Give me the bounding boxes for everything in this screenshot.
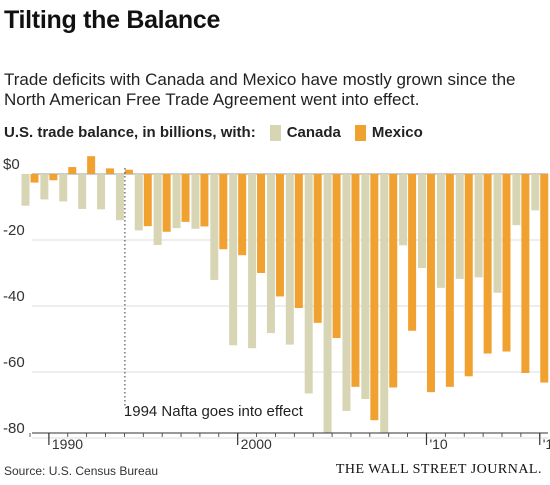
bar-canada: [474, 174, 483, 278]
bar-mexico: [408, 174, 417, 331]
bar-canada: [172, 174, 181, 229]
bar-canada: [78, 174, 87, 209]
x-tick-label: 2000: [241, 436, 272, 452]
bar-mexico: [87, 156, 96, 174]
bar-mexico: [219, 174, 228, 250]
y-tick-label: -20: [3, 222, 25, 239]
chart-subtitle: Trade deficits with Canada and Mexico ha…: [4, 70, 516, 109]
legend-swatch-mexico: [354, 124, 366, 141]
bar-canada: [417, 174, 426, 269]
bar-mexico: [426, 174, 435, 393]
bar-canada: [285, 174, 294, 345]
bar-mexico: [124, 169, 133, 174]
x-tick-label: '10: [429, 436, 447, 452]
bar-canada: [436, 174, 445, 288]
legend-item-canada: Canada: [269, 124, 341, 141]
bar-canada: [191, 174, 200, 229]
bar-mexico: [30, 174, 39, 183]
bar-canada: [304, 174, 313, 394]
x-tick-label: '16: [543, 436, 550, 452]
bar-canada: [323, 174, 332, 434]
legend-text-canada: Canada: [286, 124, 341, 141]
bar-mexico: [68, 167, 77, 174]
bar-mexico: [106, 168, 115, 174]
y-tick-label: -40: [3, 288, 25, 305]
bar-mexico: [332, 174, 341, 339]
bar-canada: [210, 174, 219, 280]
bar-canada: [59, 174, 68, 202]
bar-canada: [153, 174, 162, 245]
bar-mexico: [143, 174, 152, 227]
source-note: Source: U.S. Census Bureau: [4, 464, 159, 478]
bar-mexico: [294, 174, 303, 308]
legend-swatch-canada: [269, 124, 281, 141]
legend-label: U.S. trade balance, in billions, with:: [4, 124, 256, 141]
bar-canada: [380, 174, 389, 433]
y-tick-label: -60: [3, 354, 25, 371]
bar-canada: [361, 174, 370, 400]
bar-mexico: [313, 174, 322, 323]
bar-mexico: [389, 174, 398, 388]
bar-mexico: [540, 174, 549, 383]
annotation-label: 1994 Nafta goes into effect: [124, 403, 304, 420]
bar-canada: [40, 174, 49, 200]
bar-canada: [342, 174, 351, 411]
bar-mexico: [370, 174, 379, 421]
bar-canada: [115, 174, 124, 221]
bar-canada: [493, 174, 502, 293]
bar-mexico: [464, 174, 473, 377]
bar-canada: [455, 174, 464, 279]
bar-canada: [21, 174, 30, 206]
y-tick-label: -80: [3, 420, 25, 437]
bar-mexico: [445, 174, 454, 387]
bar-mexico: [483, 174, 492, 354]
bar-chart: $0 -20 -40 -60 -80 1994 Nafta goes into effec…: [3, 156, 550, 452]
bar-mexico: [162, 174, 171, 232]
bar-mexico: [181, 174, 190, 222]
publisher-credit: THE WALL STREET JOURNAL.: [335, 462, 542, 477]
bar-canada: [266, 174, 275, 334]
legend: U.S. trade balance, in billions, with: C…: [4, 124, 423, 141]
bar-canada: [134, 174, 143, 231]
y-tick-label: $0: [3, 156, 20, 173]
bar-mexico: [521, 174, 530, 373]
chart-title: Tilting the Balance: [4, 6, 221, 34]
legend-item-mexico: Mexico: [354, 124, 423, 141]
bar-canada: [512, 174, 521, 226]
bar-mexico: [49, 174, 58, 181]
bar-canada: [248, 174, 257, 349]
bar-mexico: [238, 174, 247, 256]
bar-canada: [531, 174, 540, 211]
bar-mexico: [200, 174, 209, 227]
bar-mexico: [502, 174, 511, 352]
bar-mexico: [275, 174, 284, 297]
bar-canada: [399, 174, 408, 246]
bar-mexico: [257, 174, 266, 273]
bar-mexico: [351, 174, 360, 387]
bar-canada: [229, 174, 238, 346]
bar-canada: [97, 174, 106, 210]
x-tick-label: 1990: [52, 436, 83, 452]
legend-text-mexico: Mexico: [371, 124, 423, 141]
